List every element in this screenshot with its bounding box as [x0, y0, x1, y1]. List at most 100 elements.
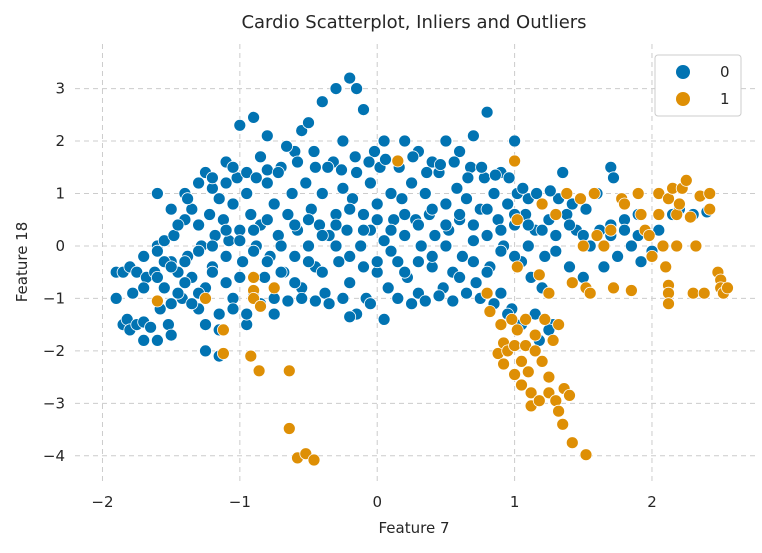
data-point-series-0: [212, 307, 226, 321]
data-point-series-0: [274, 265, 288, 279]
data-point-series-0: [308, 294, 322, 308]
data-point-series-0: [439, 218, 453, 232]
data-point-series-1: [267, 281, 281, 295]
data-point-series-1: [583, 286, 597, 300]
data-point-series-0: [357, 208, 370, 221]
legend: 0 1: [654, 54, 742, 117]
data-point-series-0: [260, 129, 274, 143]
data-point-series-1: [532, 394, 546, 408]
data-point-series-1: [604, 223, 618, 237]
data-point-series-1: [565, 436, 579, 450]
y-tick-label: −1: [43, 289, 65, 307]
data-point-series-0: [491, 213, 505, 227]
data-point-series-1: [521, 365, 535, 379]
data-point-series-0: [260, 255, 274, 269]
data-point-series-0: [343, 71, 357, 85]
y-tick-label: −3: [43, 394, 65, 412]
data-point-series-0: [203, 208, 217, 221]
data-point-series-1: [574, 192, 587, 206]
data-point-series-0: [260, 163, 274, 177]
data-point-series-0: [350, 82, 364, 95]
data-point-series-0: [556, 166, 570, 179]
data-point-series-0: [161, 318, 175, 332]
data-point-series-0: [357, 223, 370, 237]
data-point-series-0: [346, 192, 359, 206]
data-point-series-1: [510, 323, 524, 337]
data-point-series-0: [307, 145, 321, 158]
data-point-series-0: [274, 239, 288, 253]
data-point-series-1: [515, 354, 528, 368]
data-point-series-0: [164, 202, 178, 216]
x-tick-label: 0: [372, 493, 382, 511]
data-point-series-1: [686, 286, 700, 300]
data-point-series-0: [453, 270, 467, 284]
data-point-series-1: [556, 417, 570, 431]
data-point-series-0: [406, 150, 420, 164]
data-point-series-0: [480, 229, 494, 242]
data-point-series-0: [377, 312, 391, 326]
data-point-series-0: [208, 229, 222, 242]
data-point-series-0: [335, 163, 348, 177]
data-point-series-1: [652, 208, 666, 221]
data-point-series-0: [480, 265, 494, 279]
data-point-series-0: [222, 234, 236, 248]
data-point-series-0: [281, 208, 295, 221]
data-point-series-0: [336, 291, 350, 305]
data-point-series-0: [254, 150, 267, 164]
data-point-series-0: [384, 244, 398, 258]
y-tick-label: −4: [43, 447, 65, 465]
data-point-series-0: [150, 187, 164, 200]
y-tick-label: −2: [43, 342, 65, 360]
data-point-series-0: [329, 218, 343, 232]
data-point-series-1: [532, 268, 546, 282]
data-point-series-0: [336, 134, 350, 148]
data-point-series-0: [308, 160, 322, 174]
data-point-series-0: [171, 286, 185, 300]
data-point-series-0: [150, 270, 164, 284]
data-point-series-0: [414, 239, 428, 253]
data-point-series-0: [271, 229, 285, 242]
data-point-series-1: [538, 312, 552, 326]
data-point-series-0: [377, 234, 391, 248]
data-point-series-1: [579, 448, 593, 462]
data-point-series-0: [370, 197, 384, 211]
data-point-series-0: [370, 255, 384, 269]
data-point-series-0: [288, 276, 302, 290]
data-point-series-1: [670, 239, 684, 253]
data-point-series-0: [425, 202, 439, 216]
data-point-series-0: [280, 139, 294, 153]
x-tick-label: 2: [647, 493, 657, 511]
data-point-series-0: [611, 249, 624, 263]
data-point-series-0: [535, 223, 549, 237]
data-point-series-0: [563, 260, 576, 274]
data-point-series-0: [219, 176, 233, 190]
data-point-series-0: [291, 155, 304, 169]
data-point-series-0: [530, 187, 543, 200]
data-point-series-0: [579, 202, 593, 216]
data-point-series-0: [362, 155, 376, 169]
data-point-series-0: [549, 244, 563, 258]
y-tick-label: 2: [55, 132, 65, 150]
data-point-series-0: [299, 176, 313, 190]
data-point-series-0: [304, 202, 318, 216]
data-point-series-0: [336, 181, 350, 195]
data-point-series-0: [501, 197, 515, 211]
data-point-series-0: [340, 223, 354, 237]
data-point-series-0: [247, 244, 261, 258]
data-point-series-0: [348, 150, 362, 164]
data-point-series-0: [233, 118, 247, 132]
data-point-series-1: [282, 422, 296, 435]
tick-labels: −2 −1 0 1 2 −4 −3 −2 −1 0 1 2 3: [43, 80, 657, 511]
data-point-series-0: [315, 229, 329, 242]
legend-marker-0: [676, 65, 690, 79]
data-point-series-0: [226, 302, 240, 316]
legend-marker-1: [676, 92, 690, 106]
data-point-series-1: [721, 281, 734, 295]
data-point-series-1: [597, 239, 611, 253]
data-point-series-0: [332, 255, 346, 269]
data-point-series-0: [652, 223, 666, 237]
data-point-series-0: [192, 244, 206, 258]
data-point-series-0: [516, 181, 530, 195]
data-point-series-0: [240, 187, 254, 200]
data-point-series-0: [453, 145, 467, 158]
